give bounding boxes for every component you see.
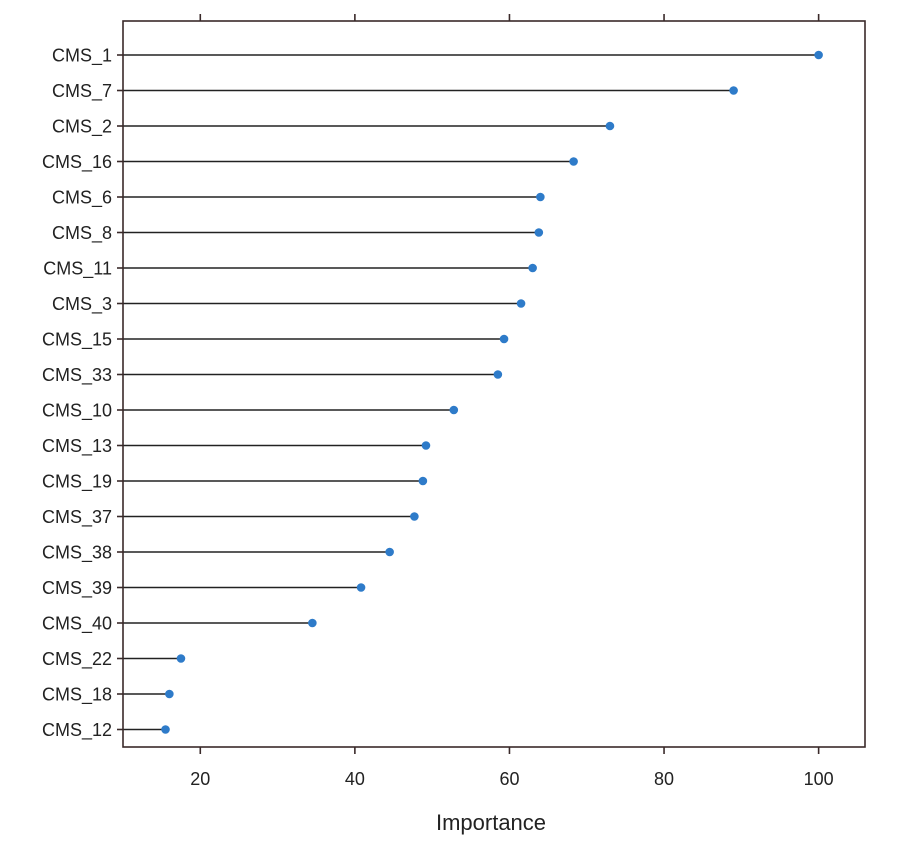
point-cms-39 (356, 583, 366, 592)
point-cms-16 (569, 157, 578, 166)
y-tick-label: CMS_3 (52, 294, 112, 315)
point-cms-1 (814, 50, 823, 60)
point-cms-3 (516, 299, 526, 308)
y-tick-label: CMS_16 (42, 152, 112, 173)
x-axis-title: Importance (436, 810, 546, 835)
x-tick-label: 20 (190, 769, 210, 789)
y-tick-label: CMS_13 (42, 436, 112, 457)
ticks-layer (117, 14, 820, 754)
y-tick-label: CMS_22 (42, 649, 112, 670)
y-tick-label: CMS_7 (52, 81, 112, 102)
y-tick-label: CMS_8 (52, 223, 112, 244)
y-tick-label: CMS_10 (42, 401, 112, 422)
y-tick-label: CMS_39 (42, 578, 112, 599)
y-tick-label: CMS_2 (52, 117, 112, 138)
plot-frame (122, 20, 866, 748)
x-tick-label: 60 (499, 769, 519, 789)
y-tick-label: CMS_1 (52, 46, 112, 67)
point-cms-33 (493, 370, 503, 379)
point-cms-10 (449, 405, 459, 415)
points-layer (161, 50, 823, 734)
point-cms-40 (308, 618, 317, 628)
point-cms-11 (528, 263, 537, 273)
point-cms-2 (605, 121, 615, 131)
y-tick-label: CMS_15 (42, 330, 112, 351)
point-cms-7 (729, 86, 738, 95)
point-cms-18 (165, 689, 174, 699)
y-tick-labels: CMS_1 CMS_7 CMS_2 CMS_16 CMS_6 CMS_8 CMS_11 CMS… (42, 46, 112, 742)
x-tick-label: 80 (654, 769, 674, 789)
x-tick-labels: 20 40 60 80 100 (190, 769, 833, 789)
y-tick-label: CMS_19 (42, 472, 112, 493)
y-tick-label: CMS_40 (42, 614, 112, 635)
y-tick-label: CMS_37 (42, 507, 112, 528)
stems-layer (123, 54, 819, 731)
y-tick-label: CMS_33 (42, 365, 112, 386)
point-cms-6 (536, 192, 545, 202)
y-tick-label: CMS_12 (42, 720, 112, 741)
point-cms-37 (410, 512, 419, 521)
y-tick-label: CMS_6 (52, 188, 112, 209)
point-cms-22 (176, 654, 186, 663)
point-cms-15 (499, 334, 509, 344)
point-cms-38 (385, 547, 394, 557)
point-cms-12 (161, 725, 170, 734)
x-tick-label: 100 (804, 769, 834, 789)
point-cms-13 (421, 441, 431, 450)
point-cms-8 (534, 228, 544, 237)
point-cms-19 (418, 476, 428, 486)
x-tick-label: 40 (345, 769, 365, 789)
y-tick-label: CMS_18 (42, 685, 112, 706)
y-tick-label: CMS_38 (42, 543, 112, 564)
y-tick-label: CMS_11 (43, 259, 112, 280)
